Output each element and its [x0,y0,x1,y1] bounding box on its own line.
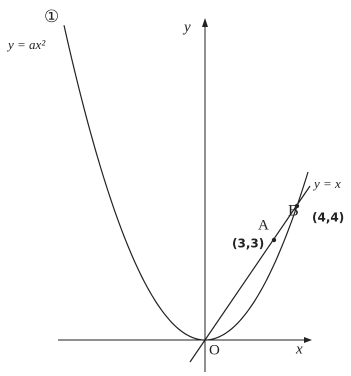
line-y-equals-x [189,185,311,363]
x-axis-label: x [295,341,303,357]
point-b [294,203,300,209]
point-coords: (3,3) [232,237,264,251]
line-label: y = x [312,176,341,191]
point-coords: (4,4) [312,211,344,225]
origin-label: O [209,342,220,358]
x-arrow [304,337,312,343]
curve-equation: y = ax² [6,37,46,52]
y-axis-label: y [182,19,191,35]
point-name: A [258,217,269,233]
curve-number: ① [44,7,59,26]
point-a [271,237,277,243]
y-arrow [202,18,208,27]
parabola [63,25,309,341]
point-name: B [288,203,299,220]
